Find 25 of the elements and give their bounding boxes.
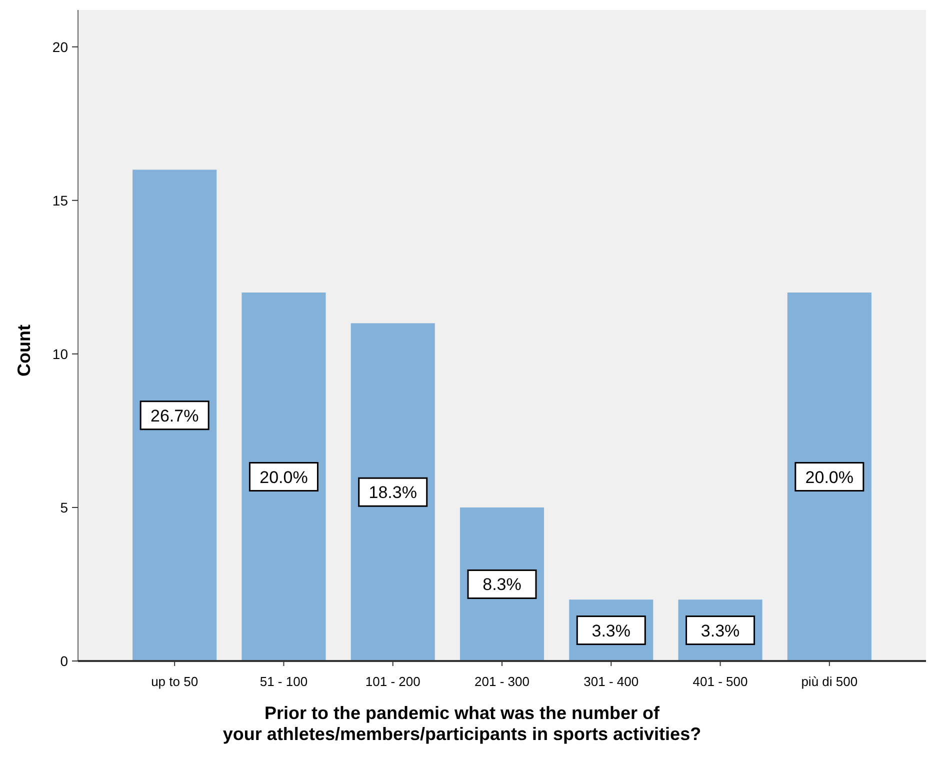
y-axis-title: Count <box>14 324 34 376</box>
bar <box>787 292 872 661</box>
y-tick-label: 5 <box>60 499 68 516</box>
y-tick-label: 20 <box>52 38 68 55</box>
bar <box>350 323 435 661</box>
y-tick-label: 15 <box>52 192 68 208</box>
x-tick-label: up to 50 <box>151 674 198 689</box>
x-tick-label: 51 - 100 <box>260 674 308 689</box>
x-tick-label: 101 - 200 <box>365 674 420 689</box>
x-tick-label: più di 500 <box>801 674 858 689</box>
annotation: 8.3% <box>482 575 522 594</box>
x-axis-title: Prior to the pandemic what was the number of your athletes/members/participants in sports activities? <box>222 703 702 744</box>
bar <box>132 170 217 661</box>
y-tick-label: 10 <box>52 346 68 362</box>
bar <box>242 292 326 661</box>
annotation: 20.0% <box>260 468 308 487</box>
annotation: 18.3% <box>368 483 417 502</box>
y-tick-label: 0 <box>60 653 68 669</box>
annotation: 20.0% <box>805 468 854 487</box>
x-tick-label: 201 - 300 <box>474 674 530 689</box>
x-tick-label: 301 - 400 <box>584 674 639 689</box>
annotation: 3.3% <box>592 621 631 640</box>
annotation: 3.3% <box>700 621 740 640</box>
x-tick-label: 401 - 500 <box>692 674 748 689</box>
annotation: 26.7% <box>150 406 199 426</box>
